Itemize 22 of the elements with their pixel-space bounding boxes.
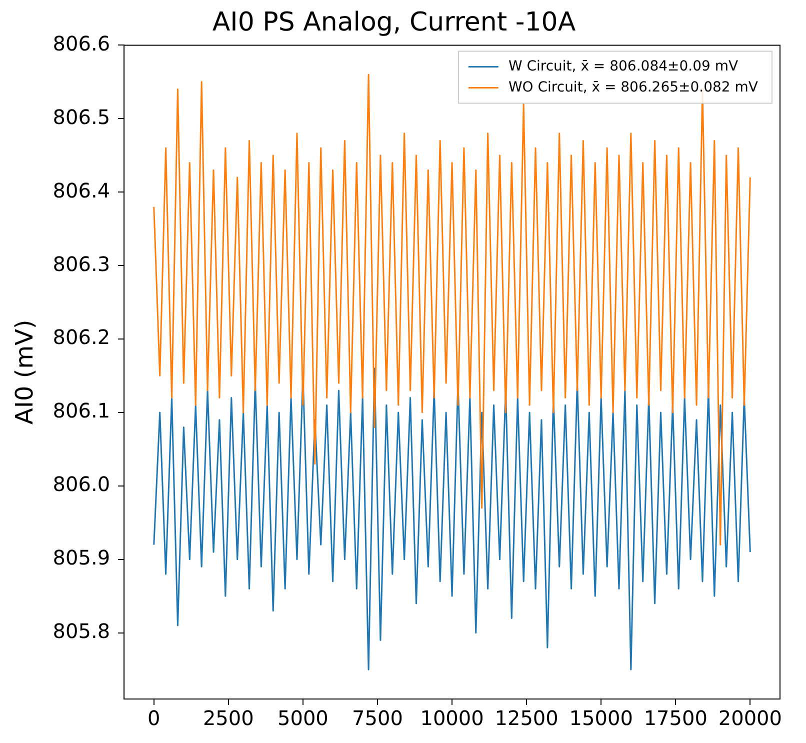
y-tick-label: 805.9 bbox=[52, 546, 110, 570]
x-tick-label: 17500 bbox=[644, 706, 708, 730]
x-tick-label: 2500 bbox=[202, 706, 254, 730]
x-tick-label: 5000 bbox=[277, 706, 328, 730]
y-axis-title: AI0 (mV) bbox=[10, 320, 39, 425]
y-tick-label: 806.4 bbox=[52, 178, 110, 202]
y-tick-label: 805.8 bbox=[52, 619, 110, 644]
y-tick-label: 806.2 bbox=[52, 325, 110, 350]
y-tick-label: 806.3 bbox=[52, 252, 110, 276]
x-tick-label: 15000 bbox=[569, 706, 633, 730]
x-tick-label: 10000 bbox=[420, 706, 484, 730]
legend-label: W Circuit, x̄ = 806.084±0.09 mV bbox=[508, 58, 738, 74]
x-tick-label: 7500 bbox=[352, 706, 403, 730]
y-tick-label: 806.0 bbox=[52, 472, 110, 496]
x-tick-label: 0 bbox=[148, 706, 160, 730]
x-tick-label: 20000 bbox=[718, 706, 782, 730]
x-tick-label: 12500 bbox=[494, 706, 558, 730]
legend-label: WO Circuit, x̄ = 806.265±0.082 mV bbox=[508, 79, 758, 96]
y-tick-label: 806.5 bbox=[52, 104, 110, 129]
chart-title: AI0 PS Analog, Current -10A bbox=[212, 7, 576, 38]
y-tick-label: 806.1 bbox=[52, 398, 110, 423]
y-tick-label: 806.6 bbox=[52, 31, 110, 56]
